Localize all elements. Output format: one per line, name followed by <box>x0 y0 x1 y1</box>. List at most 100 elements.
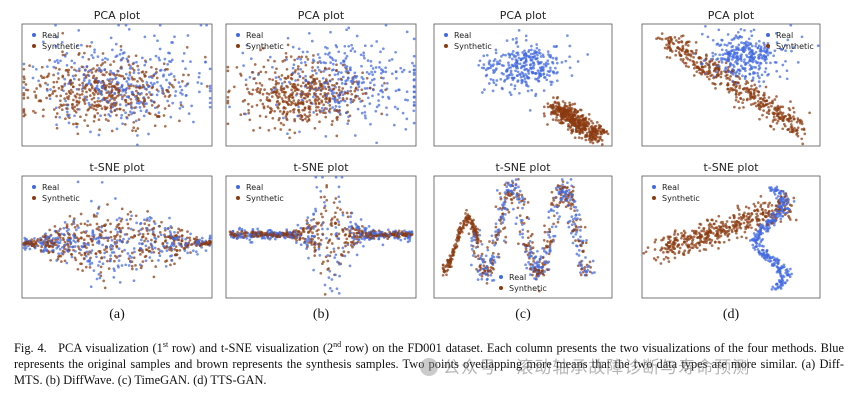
synthetic-point <box>285 230 289 233</box>
real-point <box>111 105 115 109</box>
real-point <box>28 247 32 251</box>
synthetic-point <box>55 126 59 130</box>
real-point <box>758 66 762 70</box>
synthetic-point <box>681 34 685 38</box>
real-point <box>157 56 161 60</box>
real-point <box>564 59 568 63</box>
legend-label: Synthetic <box>454 42 492 51</box>
synthetic-point <box>346 71 350 75</box>
synthetic-point <box>130 264 134 268</box>
real-point <box>756 71 759 75</box>
real-point <box>750 44 754 48</box>
real-point <box>355 253 359 257</box>
synthetic-point <box>142 105 146 108</box>
synthetic-point <box>799 121 802 125</box>
synthetic-point <box>244 231 247 235</box>
synthetic-point <box>132 228 135 232</box>
real-point <box>95 255 98 259</box>
synthetic-point <box>266 58 270 62</box>
real-point <box>170 254 174 257</box>
synthetic-point <box>274 79 278 83</box>
synthetic-point <box>328 107 332 111</box>
real-point <box>537 48 541 52</box>
real-point <box>88 69 91 72</box>
synthetic-point <box>261 102 265 106</box>
synthetic-point <box>348 232 352 236</box>
real-point <box>282 116 285 120</box>
real-point <box>401 111 405 115</box>
synthetic-point <box>101 79 104 83</box>
synthetic-point <box>83 222 87 226</box>
synthetic-point <box>767 112 771 116</box>
real-legend-marker <box>766 33 770 37</box>
synthetic-point <box>111 78 115 81</box>
synthetic-point <box>134 264 137 267</box>
real-point <box>347 225 351 229</box>
real-point <box>127 28 131 31</box>
real-point <box>345 28 348 32</box>
synthetic-point <box>346 241 350 245</box>
synthetic-point <box>757 102 761 106</box>
real-point <box>727 41 731 45</box>
synthetic-point <box>321 215 324 219</box>
synthetic-point <box>107 119 110 123</box>
real-point <box>263 236 267 240</box>
synthetic-point <box>141 250 144 254</box>
real-point <box>328 51 331 55</box>
synthetic-point <box>317 236 320 240</box>
synthetic-point <box>587 113 591 116</box>
real-point <box>328 79 332 83</box>
real-point <box>371 73 375 76</box>
synthetic-point <box>127 257 131 260</box>
real-point <box>757 39 761 43</box>
synthetic-point <box>144 237 148 240</box>
real-point <box>700 32 704 36</box>
real-point <box>566 34 569 37</box>
real-point <box>100 84 104 88</box>
real-point <box>737 43 741 47</box>
synthetic-point <box>361 92 365 96</box>
real-point <box>119 58 123 62</box>
real-point <box>120 67 124 70</box>
synthetic-point <box>284 115 288 118</box>
real-point <box>55 35 59 39</box>
real-point <box>129 227 133 231</box>
real-point <box>494 83 498 87</box>
synthetic-point <box>150 65 153 69</box>
synthetic-point <box>582 117 586 121</box>
synthetic-point <box>791 130 795 134</box>
synthetic-point <box>719 72 723 76</box>
real-point <box>298 75 302 79</box>
real-point <box>110 71 114 75</box>
real-point <box>751 78 755 82</box>
synthetic-point <box>180 234 184 238</box>
synthetic-point <box>179 242 183 246</box>
synthetic-point <box>236 233 239 237</box>
synthetic-point <box>580 136 584 140</box>
synthetic-point <box>599 125 602 129</box>
synthetic-point <box>72 98 75 102</box>
synthetic-point <box>577 136 581 139</box>
synthetic-point <box>101 73 105 76</box>
real-point <box>343 44 347 48</box>
synthetic-point <box>317 101 321 105</box>
real-point <box>334 43 338 47</box>
synthetic-point <box>585 133 588 137</box>
synthetic-point <box>76 224 79 227</box>
real-point <box>549 66 552 70</box>
real-point <box>370 70 373 74</box>
legend-label: Real <box>776 31 793 40</box>
real-point <box>344 57 348 60</box>
real-point <box>369 81 372 85</box>
synthetic-point <box>247 111 251 115</box>
synthetic-point <box>546 240 549 243</box>
synthetic-point <box>185 46 189 49</box>
synthetic-point <box>788 130 792 134</box>
real-point <box>107 101 110 104</box>
real-point <box>537 61 541 64</box>
synthetic-point <box>68 214 72 218</box>
synthetic-point <box>136 99 139 103</box>
real-point <box>741 74 744 78</box>
real-point <box>510 57 514 61</box>
